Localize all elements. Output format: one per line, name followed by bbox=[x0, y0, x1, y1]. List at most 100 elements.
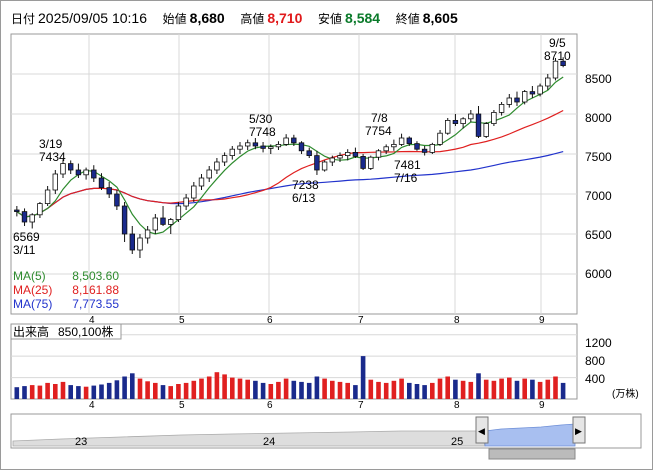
volume-bar bbox=[183, 382, 189, 399]
volume-bar bbox=[368, 379, 374, 399]
volume-bar bbox=[14, 387, 20, 399]
volume-bar bbox=[468, 381, 474, 399]
price-tick: 7500 bbox=[585, 150, 612, 164]
volume-bar bbox=[160, 385, 166, 399]
navigator-right-handle[interactable] bbox=[572, 416, 586, 444]
volume-bar bbox=[29, 385, 35, 399]
candle-body bbox=[560, 60, 566, 67]
candle-body bbox=[21, 211, 28, 223]
candle-body bbox=[368, 156, 374, 169]
ma-legend: MA(5) 8,503.60 MA(25) 8,161.88 MA(75) 7,… bbox=[13, 269, 119, 311]
volume-bar bbox=[283, 378, 289, 399]
volume-bar bbox=[253, 380, 258, 399]
volume-bar bbox=[507, 377, 512, 399]
volume-bar bbox=[376, 381, 381, 399]
price-header: 日付 2025/09/05 10:16 始値 8,680 高値 8,710 安値 8,5… bbox=[11, 10, 470, 30]
candle-body bbox=[252, 142, 259, 147]
candle-body bbox=[144, 229, 151, 239]
price-panel bbox=[10, 33, 578, 315]
candle-body bbox=[29, 214, 35, 223]
candle-body bbox=[360, 155, 366, 169]
candle-body bbox=[237, 145, 243, 150]
volume-bar bbox=[83, 386, 89, 399]
volume-tick: 800 bbox=[585, 354, 605, 368]
candle-body bbox=[37, 203, 43, 216]
volume-bar bbox=[422, 385, 427, 399]
chevron-right-icon[interactable]: ▶ bbox=[575, 426, 582, 436]
volume-bar bbox=[214, 372, 220, 399]
volume-bar bbox=[237, 378, 243, 399]
volume-bar bbox=[99, 384, 104, 399]
high-label: 高値 bbox=[240, 12, 265, 26]
volume-bar bbox=[176, 384, 181, 399]
navigator-scrollbar-thumb[interactable] bbox=[488, 448, 576, 460]
price-tick: 6500 bbox=[585, 228, 612, 242]
candle-body bbox=[468, 113, 474, 120]
candle-body bbox=[329, 157, 335, 163]
volume-bar bbox=[22, 386, 27, 399]
volume-bars bbox=[14, 356, 566, 400]
candle-body bbox=[75, 169, 82, 176]
volume-bar bbox=[560, 382, 566, 399]
volume-bar bbox=[53, 384, 58, 399]
annotation-price: 7434 bbox=[39, 150, 66, 164]
candle-body bbox=[44, 189, 51, 205]
candle-body bbox=[522, 91, 528, 103]
volume-bar bbox=[145, 381, 150, 399]
month-label: 4 bbox=[89, 400, 95, 411]
annotation-price: 7238 bbox=[292, 178, 319, 192]
candle-body bbox=[306, 150, 312, 157]
volume-bar bbox=[383, 382, 389, 399]
candle-body bbox=[498, 104, 505, 113]
annotation-date: 5/30 bbox=[249, 112, 273, 126]
ma25-value: 8,161.88 bbox=[72, 283, 119, 297]
navigator-left-handle[interactable] bbox=[475, 416, 489, 444]
volume-bar bbox=[191, 380, 197, 399]
volume-bar bbox=[530, 379, 535, 399]
candle-body bbox=[321, 161, 328, 171]
candle-body bbox=[68, 163, 74, 171]
candle-body bbox=[214, 161, 220, 171]
candle-body bbox=[452, 120, 459, 125]
candle-body bbox=[83, 169, 89, 176]
volume-bar bbox=[499, 378, 504, 399]
low-label: 安値 bbox=[318, 12, 343, 26]
navigator-selection[interactable] bbox=[484, 423, 576, 447]
candle-body bbox=[491, 112, 497, 125]
candle-body bbox=[344, 151, 351, 156]
candle-body bbox=[291, 137, 297, 144]
candle-body bbox=[183, 197, 189, 207]
volume-bar bbox=[322, 378, 327, 399]
range-navigator[interactable]: 23 24 25 ◀ ▶ bbox=[10, 413, 642, 460]
candle-body bbox=[175, 205, 182, 221]
month-label: 7 bbox=[358, 400, 364, 411]
open-value: 8,680 bbox=[189, 10, 225, 26]
annotation-price: 7481 bbox=[394, 158, 421, 172]
candle-body bbox=[275, 143, 282, 148]
volume-bar bbox=[445, 376, 450, 399]
volume-bar bbox=[199, 378, 204, 399]
chevron-left-icon[interactable]: ◀ bbox=[478, 426, 485, 436]
candle-body bbox=[391, 143, 397, 148]
volume-bar bbox=[299, 381, 304, 399]
volume-bar bbox=[522, 378, 527, 399]
navigator-label: 23 bbox=[75, 436, 87, 448]
volume-bar bbox=[306, 382, 312, 399]
candle-body bbox=[198, 177, 205, 187]
volume-bar bbox=[353, 385, 358, 399]
candle-body bbox=[221, 155, 228, 163]
navigator-label: 24 bbox=[263, 436, 275, 448]
candle-body bbox=[506, 97, 512, 105]
volume-bar bbox=[291, 380, 297, 399]
candle-body bbox=[475, 113, 482, 137]
volume-label: 出来高 bbox=[13, 324, 49, 339]
volume-bar bbox=[437, 378, 443, 399]
volume-bar bbox=[514, 380, 520, 399]
month-label: 5 bbox=[179, 400, 185, 411]
volume-bar bbox=[337, 381, 343, 399]
candle-body bbox=[406, 137, 412, 144]
volume-bar bbox=[453, 379, 458, 399]
candle-body bbox=[244, 142, 251, 147]
ma5-value: 8,503.60 bbox=[72, 269, 119, 283]
ma5-line bbox=[16, 76, 564, 235]
